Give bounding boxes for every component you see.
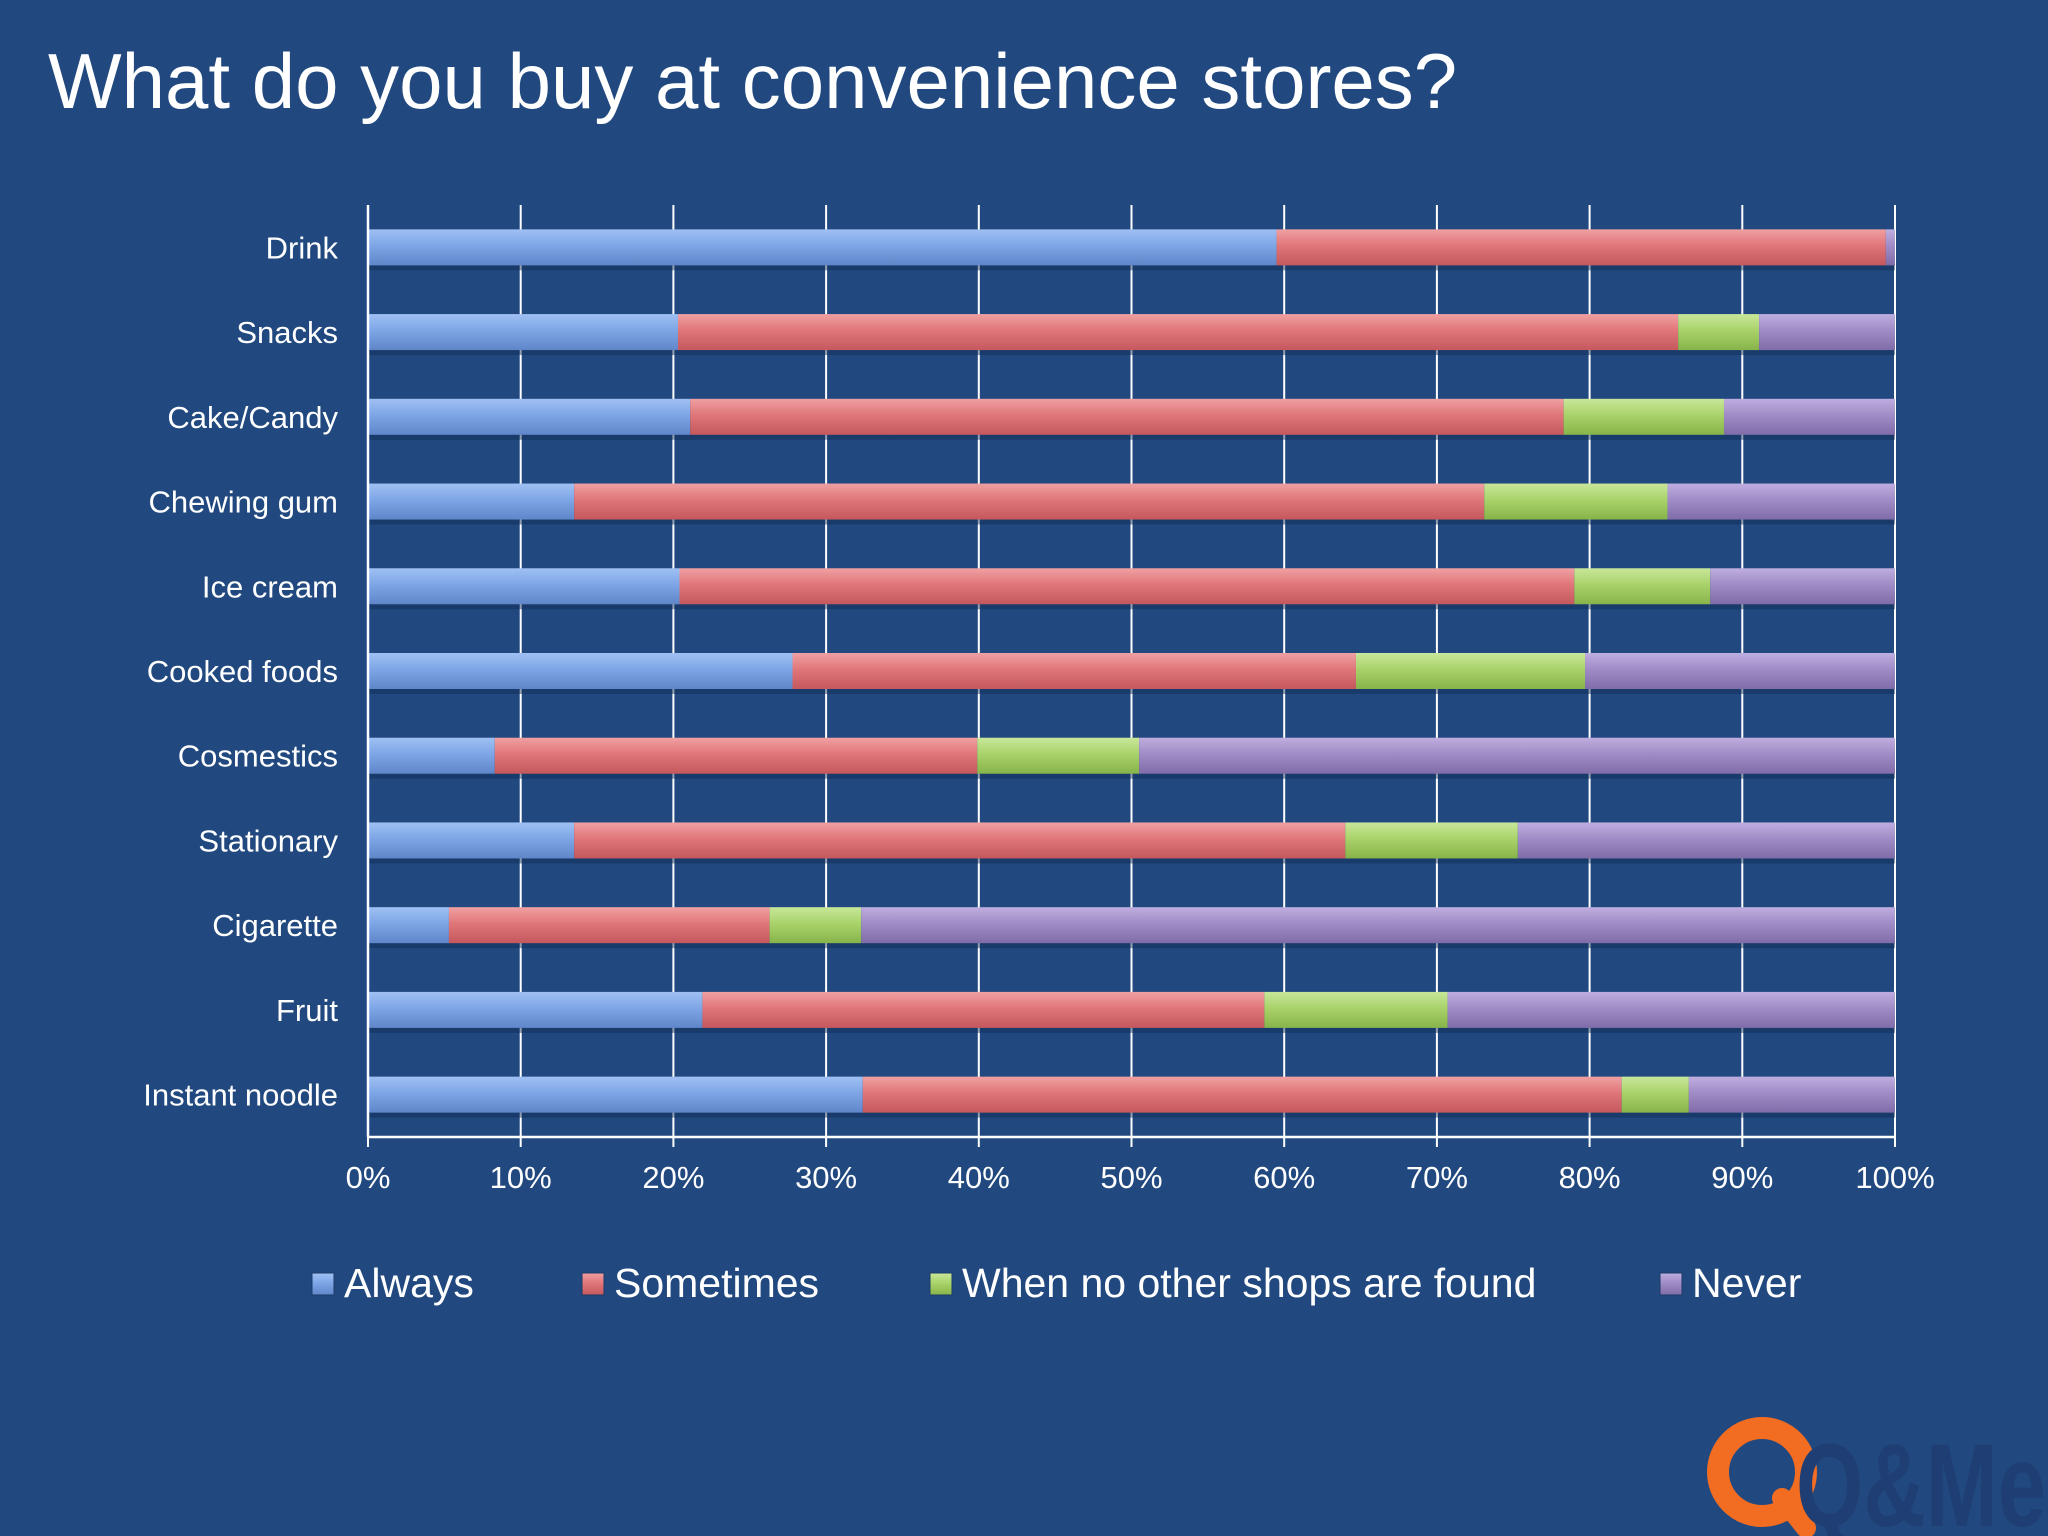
bar-when-no-other-shops-are-found-snacks: [1678, 314, 1760, 351]
bar-when-no-other-shops-are-found-fruit: [1264, 991, 1448, 1028]
axes: [366, 205, 1896, 1147]
legend-swatch-never: [1659, 1272, 1683, 1296]
bar-always-cosmestics: [368, 737, 495, 774]
category-labels: Drink Snacks Cake/Candy Chewing gum Ice crea…: [143, 230, 338, 1112]
legend-swatch-sometimes: [581, 1272, 605, 1296]
bar-sometimes-fruit: [702, 991, 1265, 1028]
bar-when-no-other-shops-are-found-cosmestics: [977, 737, 1140, 774]
bar-never-snacks: [1759, 314, 1895, 351]
category-label: Instant noodle: [143, 1078, 338, 1113]
legend-label-sometimes: Sometimes: [614, 1260, 819, 1306]
bar-when-no-other-shops-are-found-stationary: [1345, 822, 1518, 859]
legend-label-when-no-other-shops-are-found: When no other shops are found: [962, 1260, 1536, 1306]
x-tick-label: 90%: [1711, 1160, 1773, 1195]
x-tick-label: 50%: [1100, 1160, 1162, 1195]
bar-never-chewing-gum: [1667, 483, 1895, 520]
qandme-logo: Q&Me: [1707, 1417, 2046, 1536]
category-label: Snacks: [236, 315, 338, 350]
bars: [368, 229, 1896, 1118]
bar-sometimes-snacks: [677, 314, 1679, 351]
bar-when-no-other-shops-are-found-chewing-gum: [1484, 483, 1668, 520]
category-label: Stationary: [198, 823, 338, 858]
x-tick-label: 40%: [948, 1160, 1010, 1195]
legend-label-never: Never: [1692, 1260, 1801, 1306]
category-label: Fruit: [276, 993, 338, 1028]
x-tick-label: 70%: [1406, 1160, 1468, 1195]
bar-always-cake-candy: [368, 398, 691, 435]
legend: Always Sometimes When no other shops are f…: [311, 1260, 1801, 1306]
category-label: Cooked foods: [147, 654, 338, 689]
magnifier-logo-icon: [1707, 1417, 1817, 1536]
category-label: Drink: [266, 230, 339, 265]
bar-always-snacks: [368, 314, 678, 351]
category-label: Chewing gum: [148, 485, 338, 520]
bar-sometimes-cooked-foods: [792, 653, 1356, 689]
bar-sometimes-ice-cream: [679, 568, 1575, 605]
x-tick-label: 100%: [1855, 1160, 1934, 1195]
bar-never-cigarette: [861, 907, 1896, 944]
bar-sometimes-cigarette: [448, 907, 770, 944]
bar-always-drink: [368, 229, 1277, 266]
category-label: Cosmestics: [178, 739, 338, 774]
bar-never-cake-candy: [1723, 398, 1895, 435]
bar-never-cooked-foods: [1585, 653, 1895, 689]
x-tick-label: 20%: [642, 1160, 704, 1195]
bar-when-no-other-shops-are-found-ice-cream: [1574, 568, 1711, 605]
bar-sometimes-instant-noodle: [862, 1076, 1622, 1113]
x-tick-label: 30%: [795, 1160, 857, 1195]
bar-never-drink: [1885, 229, 1895, 266]
legend-swatch-when-no-other-shops-are-found: [929, 1272, 953, 1296]
bar-when-no-other-shops-are-found-cake-candy: [1563, 398, 1724, 435]
category-label: Ice cream: [202, 569, 338, 604]
bar-always-cooked-foods: [368, 653, 793, 689]
bar-sometimes-cake-candy: [690, 398, 1564, 435]
bar-always-cigarette: [368, 907, 449, 944]
logo-text: Q&Me: [1796, 1420, 2046, 1536]
x-tick-label: 10%: [490, 1160, 552, 1195]
bar-when-no-other-shops-are-found-cigarette: [769, 907, 862, 944]
category-label: Cake/Candy: [167, 400, 338, 435]
bar-sometimes-stationary: [574, 822, 1346, 859]
x-tick-labels: 0% 10% 20% 30% 40% 50% 60% 70% 80% 90% 100%: [346, 1160, 1935, 1195]
x-tick-label: 60%: [1253, 1160, 1315, 1195]
bar-never-instant-noodle: [1688, 1076, 1895, 1113]
bar-always-ice-cream: [368, 568, 680, 605]
bar-never-cosmestics: [1139, 737, 1895, 774]
x-tick-label: 0%: [346, 1160, 391, 1195]
x-tick-label: 80%: [1559, 1160, 1621, 1195]
bar-when-no-other-shops-are-found-instant-noodle: [1621, 1076, 1689, 1113]
bar-never-fruit: [1447, 991, 1895, 1028]
bar-always-chewing-gum: [368, 483, 575, 520]
category-label: Cigarette: [212, 908, 338, 943]
page-title: What do you buy at convenience stores?: [48, 37, 1458, 125]
legend-label-always: Always: [344, 1260, 474, 1306]
bar-sometimes-chewing-gum: [574, 483, 1485, 520]
bar-always-instant-noodle: [368, 1076, 863, 1113]
bar-sometimes-cosmestics: [494, 737, 978, 774]
bar-when-no-other-shops-are-found-cooked-foods: [1355, 653, 1586, 689]
bar-always-fruit: [368, 991, 703, 1028]
bar-never-ice-cream: [1710, 568, 1895, 605]
bar-always-stationary: [368, 822, 575, 859]
bar-never-stationary: [1517, 822, 1895, 859]
bar-sometimes-drink: [1276, 229, 1886, 266]
legend-swatch-always: [311, 1272, 335, 1296]
